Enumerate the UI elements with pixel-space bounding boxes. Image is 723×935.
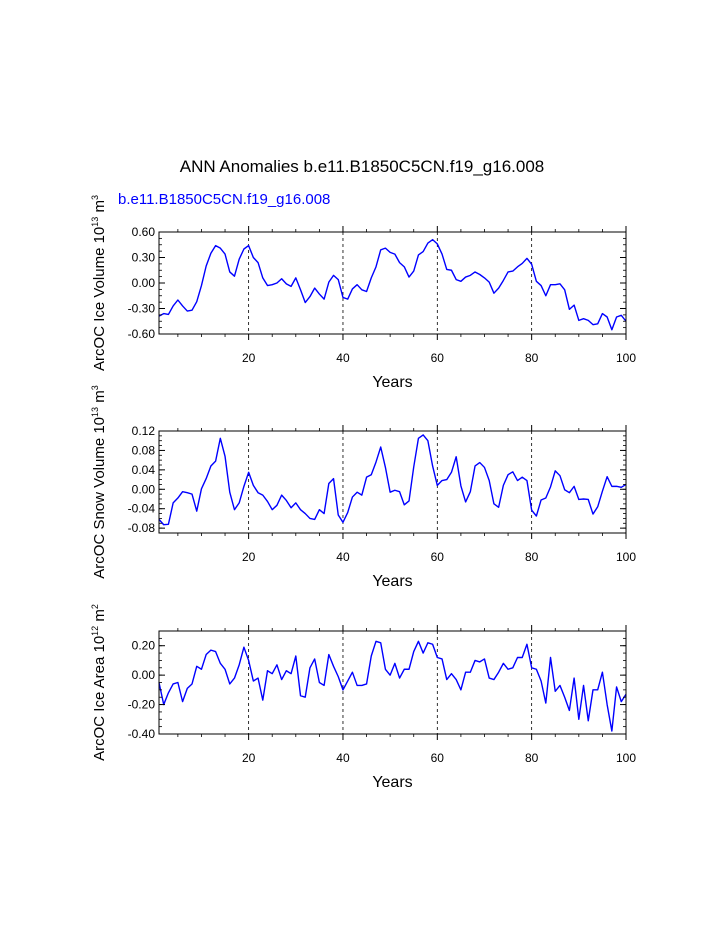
y-tick-label: 0.04 (132, 463, 156, 477)
x-tick-label: 40 (336, 550, 350, 564)
x-tick-label: 100 (616, 550, 636, 564)
y-axis-label: ArcOC Snow Volume 1013 m3 (90, 385, 108, 578)
x-tick-label: 80 (525, 351, 539, 365)
y-tick-label: 0.30 (132, 251, 156, 265)
panel-ice-volume: -0.60 -0.30 0.00 0.30 0.60 20 40 60 80 100 Years Ar… (90, 195, 636, 391)
y-label-text: m (91, 390, 108, 407)
y-tick-label: 0.00 (132, 276, 156, 290)
x-tick-label: 80 (525, 751, 539, 765)
x-tick-label: 20 (242, 351, 256, 365)
y-axis-label: ArcOC Ice Volume 1013 m3 (90, 195, 108, 371)
panel-ice-area: -0.40 -0.20 0.00 0.20 20 40 60 80 100 Years ArcOC … (90, 604, 636, 791)
x-tick-label: 20 (242, 751, 256, 765)
y-label-superscript: 3 (90, 195, 100, 200)
y-label-superscript: 3 (90, 385, 100, 390)
y-label-text: ArcOC Snow Volume 10 (91, 417, 108, 579)
y-label-text: m (91, 609, 108, 626)
x-axis-label: Years (372, 374, 412, 391)
y-axis: -0.60 -0.30 0.00 0.30 0.60 (128, 225, 626, 341)
y-tick-label: 0.00 (132, 668, 156, 682)
y-tick-label: 0.60 (132, 225, 156, 239)
y-label-text: m (91, 200, 108, 217)
y-label-superscript: 13 (90, 407, 100, 417)
x-tick-label: 60 (431, 550, 445, 564)
x-tick-label: 20 (242, 550, 256, 564)
y-label-text: ArcOC Ice Volume 10 (91, 227, 108, 371)
y-tick-label: -0.20 (128, 698, 156, 712)
x-tick-label: 100 (616, 351, 636, 365)
y-tick-label: -0.30 (128, 302, 156, 316)
plot-frame (158, 430, 627, 534)
y-tick-label: -0.04 (128, 502, 156, 516)
x-axis-label: Years (372, 573, 412, 590)
series-line-ice-area (158, 640, 627, 732)
y-label-superscript: 13 (90, 217, 100, 227)
y-tick-label: -0.40 (128, 727, 156, 741)
y-tick-label: -0.60 (128, 327, 156, 341)
y-axis-label: ArcOC Ice Area 1012 m2 (90, 604, 108, 761)
y-tick-label: -0.08 (128, 521, 156, 535)
x-axis: 20 40 60 80 100 (177, 425, 636, 564)
y-tick-label: 0.08 (132, 443, 156, 457)
series-line-snow-volume (158, 434, 627, 526)
y-axis: -0.40 -0.20 0.00 0.20 (128, 630, 626, 741)
x-tick-label: 40 (336, 351, 350, 365)
figure-subtitle: b.e11.B1850C5CN.f19_g16.008 (118, 191, 330, 208)
panel-snow-volume: -0.08 -0.04 0.00 0.04 0.08 0.12 20 40 60 80 100 Yea… (90, 385, 636, 590)
chart-panels: -0.60 -0.30 0.00 0.30 0.60 20 40 60 80 100 Years Ar… (90, 195, 636, 791)
x-tick-label: 80 (525, 550, 539, 564)
x-axis-label: Years (372, 774, 412, 791)
y-label-text: ArcOC Ice Area 10 (91, 636, 108, 761)
figure-title: ANN Anomalies b.e11.B1850C5CN.f19_g16.00… (180, 157, 544, 176)
y-tick-label: 0.12 (132, 424, 156, 438)
x-tick-label: 60 (431, 751, 445, 765)
y-tick-label: 0.00 (132, 482, 156, 496)
y-label-superscript: 2 (90, 604, 100, 609)
x-axis: 20 40 60 80 100 (177, 226, 636, 365)
y-label-superscript: 12 (90, 626, 100, 636)
y-tick-label: 0.20 (132, 639, 156, 653)
x-axis: 20 40 60 80 100 (177, 625, 636, 765)
x-tick-label: 40 (336, 751, 350, 765)
x-tick-label: 60 (431, 351, 445, 365)
series-line-ice-volume (158, 238, 627, 331)
x-tick-label: 100 (616, 751, 636, 765)
y-axis: -0.08 -0.04 0.00 0.04 0.08 0.12 (128, 424, 626, 535)
plot-frame (158, 231, 627, 335)
